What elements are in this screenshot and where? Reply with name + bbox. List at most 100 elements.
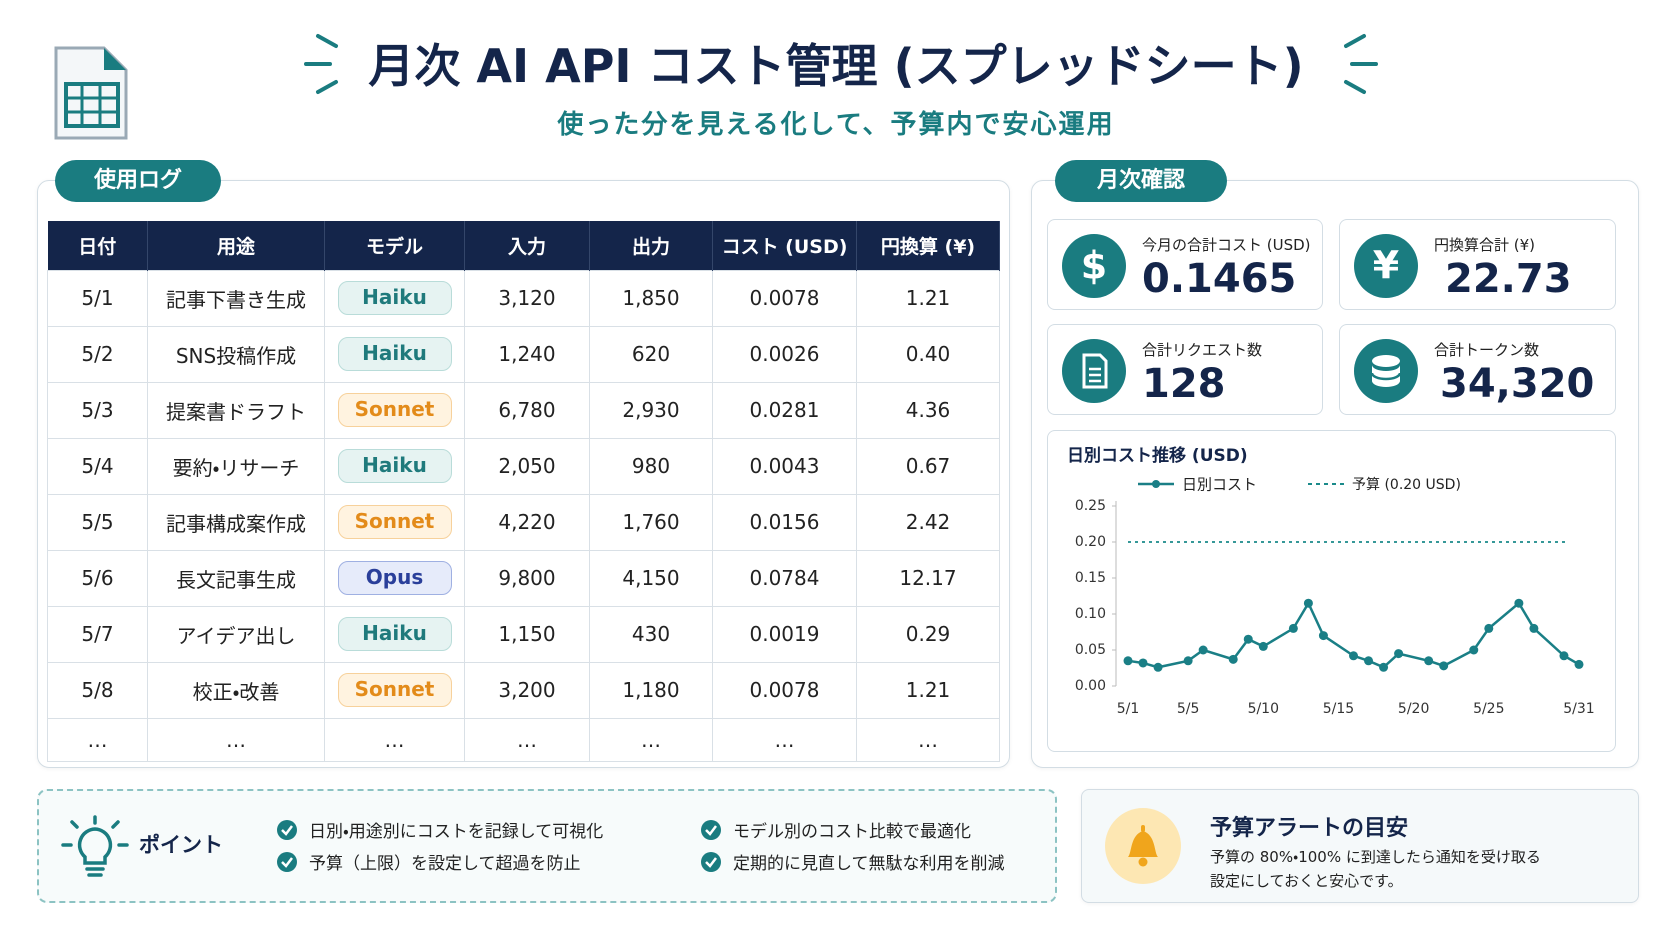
column-header: 用途 [147, 221, 325, 270]
cell: 1.21 [856, 661, 1000, 719]
title-deco-left [304, 34, 338, 94]
y-tick-label: 0.15 [1075, 570, 1106, 586]
cell: Haiku [324, 437, 465, 495]
check-circle [701, 851, 721, 872]
model-badge: Haiku [337, 281, 452, 315]
cell: Sonnet [324, 493, 465, 551]
point [1138, 658, 1148, 668]
cell: 5/4 [47, 437, 148, 495]
kpi-label: 合計トークン数 [1434, 341, 1540, 359]
y-tick-label: 0.05 [1075, 642, 1106, 658]
cell: アイデア出し [147, 605, 325, 663]
cell: 1,180 [589, 661, 713, 719]
cell: … [464, 717, 590, 762]
point [1394, 649, 1404, 659]
cell: 0.0019 [712, 605, 857, 663]
point-item: 定期的に見直して無駄な利用を削減 [701, 849, 1005, 874]
cell: 0.0043 [712, 437, 857, 495]
y-tick-label: 0.00 [1075, 678, 1106, 694]
cell: Sonnet [324, 661, 465, 719]
table-row: ………………… [47, 717, 1000, 762]
table-row: 5/2 SNS投稿作成 Haiku 1,240 620 0.0026 0.40 [47, 325, 1000, 383]
cell: 2,050 [464, 437, 590, 495]
cell: 0.67 [856, 437, 1000, 495]
cell: 0.0281 [712, 381, 857, 439]
kpi-icon-text: $ [1081, 244, 1107, 288]
cell: 0.40 [856, 325, 1000, 383]
cell: Haiku [324, 269, 465, 327]
x-tick-label: 5/5 [1177, 701, 1200, 717]
cell: 430 [589, 605, 713, 663]
cell: 1,150 [464, 605, 590, 663]
alert-text: 設定にしておくと安心です。 [1210, 872, 1403, 890]
table-header: 日付 用途 モデル 入力 出力 コスト (USD) 円換算 (¥) [47, 221, 1000, 270]
subtitle: 使った分を見える化して、予算内で安心運用 [557, 110, 1115, 140]
cell: 4,220 [464, 493, 590, 551]
model-badge: Haiku [337, 617, 452, 651]
kpi-label: 合計リクエスト数 [1142, 341, 1263, 359]
cell: 1,240 [464, 325, 590, 383]
check-mark [281, 824, 293, 836]
kpi-value: 34,320 [1440, 361, 1595, 407]
kpi-value: 0.1465 [1142, 256, 1297, 302]
cell: 4.36 [856, 381, 1000, 439]
point [1529, 623, 1539, 633]
cell: Haiku [324, 605, 465, 663]
cell: 0.29 [856, 605, 1000, 663]
cell: … [589, 717, 713, 762]
cell: 0.0156 [712, 493, 857, 551]
check-mark [705, 824, 717, 836]
model-badge: Opus [337, 561, 452, 595]
cell: 記事構成案作成 [147, 493, 325, 551]
title: 月次 AI API コスト管理 (スプレッドシート) [368, 39, 1304, 93]
legend-dot [1152, 480, 1160, 488]
point [1514, 598, 1524, 608]
x-tick-label: 5/20 [1398, 701, 1429, 717]
check-circle [701, 819, 721, 840]
model-badge: Sonnet [337, 505, 452, 539]
cell: 0.0026 [712, 325, 857, 383]
cell: 3,120 [464, 269, 590, 327]
check-mark [281, 856, 293, 868]
kpi-card: $ 今月の合計コスト (USD) 0.1465 [1047, 219, 1323, 310]
alert-text: 予算の 80%・100% に到達したら通知を受け取る [1210, 848, 1541, 866]
cell: 1,850 [589, 269, 713, 327]
chart-title: 日別コスト推移 (USD) [1067, 445, 1248, 466]
table-row: 5/7 アイデア出し Haiku 1,150 430 0.0019 0.29 [47, 605, 1000, 663]
x-tick-label: 5/15 [1323, 701, 1354, 717]
cell: 5/6 [47, 549, 148, 607]
point [1153, 662, 1163, 672]
cell: Sonnet [324, 381, 465, 439]
cell: 0.0078 [712, 661, 857, 719]
table-row: 5/8 校正・改善 Sonnet 3,200 1,180 0.0078 1.21 [47, 661, 1000, 719]
point [1559, 651, 1569, 661]
chart: 日別コスト推移 (USD) 0.00 0.05 0.10 0.15 0.20 0.25 5/… [1067, 445, 1595, 717]
x-tick-label: 5/25 [1473, 701, 1504, 717]
cell: … [147, 717, 325, 762]
cell: 5/5 [47, 493, 148, 551]
check-icon [277, 851, 297, 872]
point-item: 日別・用途別にコストを記録して可視化 [277, 817, 603, 842]
check-icon [277, 819, 297, 840]
point [1439, 661, 1449, 671]
point [1288, 623, 1298, 633]
point [1243, 634, 1253, 644]
cell: 0.0784 [712, 549, 857, 607]
bulb-icon [61, 815, 129, 877]
cell: 5/1 [47, 269, 148, 327]
cell: 12.17 [856, 549, 1000, 607]
point [1258, 641, 1268, 651]
point-item: モデル別のコスト比較で最適化 [701, 817, 971, 842]
cell: 2,930 [589, 381, 713, 439]
x-tick-label: 5/31 [1563, 701, 1594, 717]
column-header: 出力 [589, 221, 713, 270]
point [1318, 631, 1328, 641]
point [1424, 656, 1434, 666]
table-row: 5/5 記事構成案作成 Sonnet 4,220 1,760 0.0156 2.42 [47, 493, 1000, 551]
legend-label: 予算 (0.20 USD) [1352, 477, 1461, 493]
column-header: 入力 [464, 221, 590, 270]
cell: … [324, 717, 465, 762]
model-badge: Sonnet [337, 673, 452, 707]
cell: 提案書ドラフト [147, 381, 325, 439]
usage-table: 日付 用途 モデル 入力 出力 コスト (USD) 円換算 (¥) 5/1 記事下書き生成 Ha… [47, 221, 1000, 762]
